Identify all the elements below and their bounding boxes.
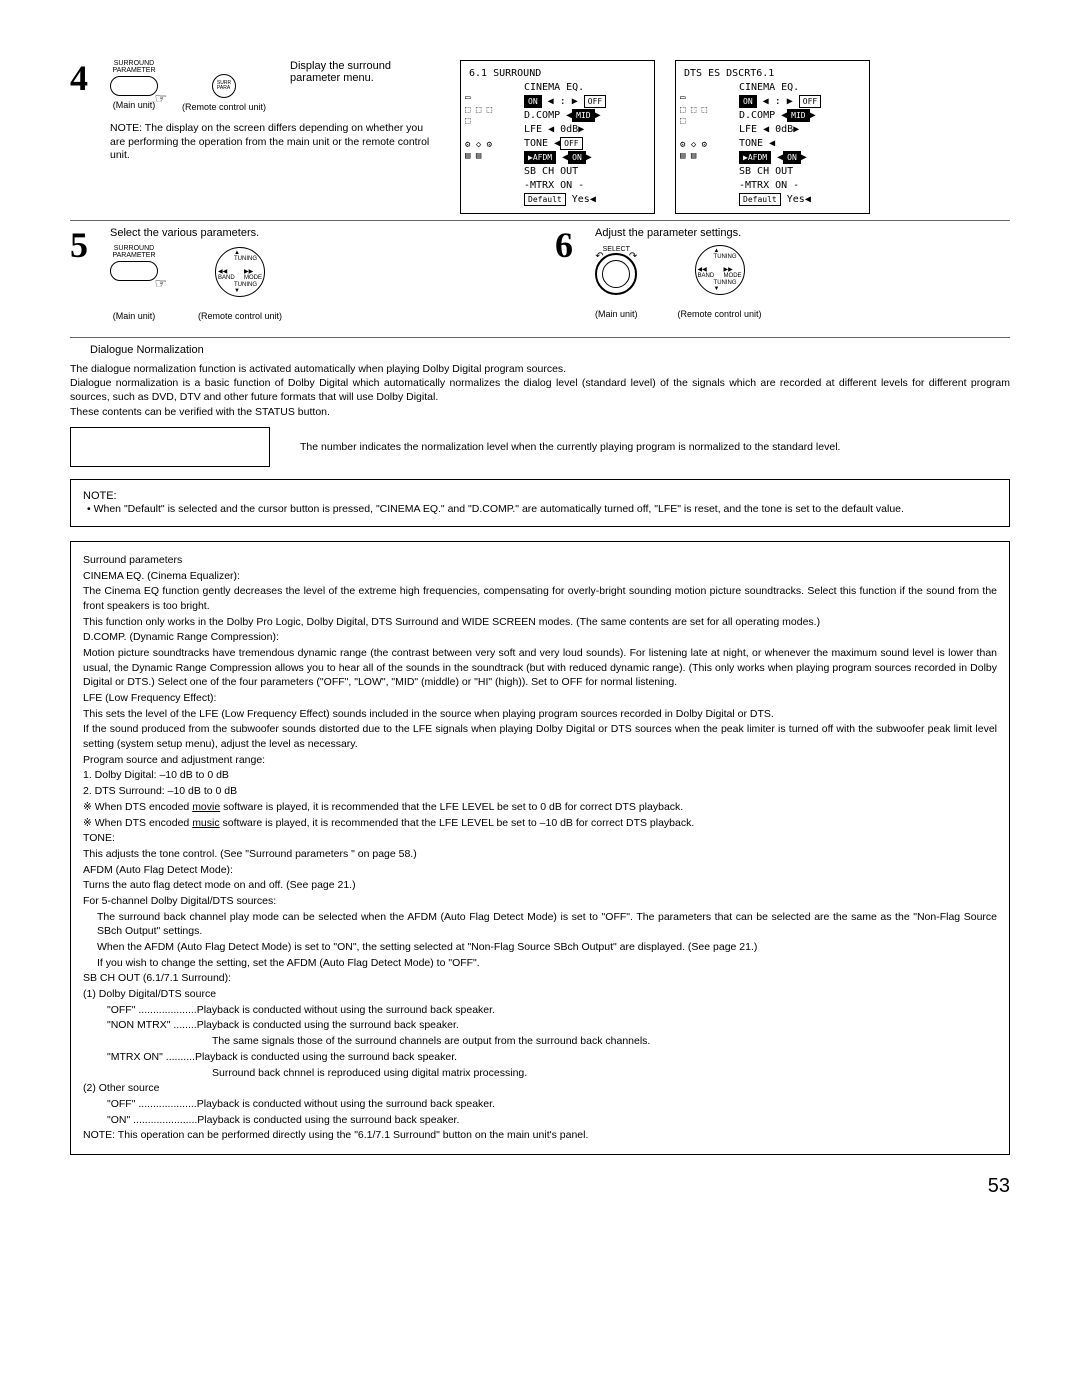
sb-non: "NON MTRX" ........Playback is conducted…: [107, 1018, 997, 1033]
step5-instruction: Select the various parameters.: [110, 227, 525, 239]
dialog-p3: These contents can be verified with the …: [70, 405, 1010, 419]
afdm-1: Turns the auto flag detect mode on and o…: [83, 878, 997, 893]
finger-icon: ☞: [154, 275, 167, 292]
cinema-2: This function only works in the Dolby Pr…: [83, 615, 997, 630]
dcomp-1: Motion picture soundtracks have tremendo…: [83, 646, 997, 690]
afdm-3: The surround back channel play mode can …: [83, 910, 997, 939]
tone-1: This adjusts the tone control. (See "Sur…: [83, 847, 997, 862]
step6-number: 6: [555, 227, 595, 263]
sb-1: (1) Dolby Digital/DTS source: [83, 987, 997, 1002]
step6-instruction: Adjust the parameter settings.: [595, 227, 1010, 239]
sb2-off: "OFF" ....................Playback is co…: [107, 1097, 997, 1112]
afdm-heading: AFDM (Auto Flag Detect Mode):: [83, 863, 997, 878]
dialog-p2: Dialogue normalization is a basic functi…: [70, 376, 1010, 404]
note-heading: NOTE:: [83, 490, 997, 502]
step5-6-row: 5 Select the various parameters. SURROUN…: [70, 227, 1010, 331]
step5-number: 5: [70, 227, 110, 263]
sb2-on: "ON" ......................Playback is c…: [107, 1113, 997, 1128]
afdm-4: When the AFDM (Auto Flag Detect Mode) is…: [83, 940, 997, 955]
main-unit-button-5: SURROUND PARAMETER ☞ (Main unit): [110, 245, 158, 321]
lfe-heading: LFE (Low Frequency Effect):: [83, 691, 997, 706]
remote-dpad-6: ▲TUNING TUNING▼ ◀◀BAND ▶▶MODE (Remote co…: [678, 245, 762, 319]
sb-mtrx2: Surround back chnnel is reproduced using…: [107, 1066, 997, 1081]
sb-note: NOTE: This operation can be performed di…: [83, 1128, 997, 1143]
cinema-heading: CINEMA EQ. (Cinema Equalizer):: [83, 569, 997, 584]
lcd-icons: ▭⬚ ⬚ ⬚⬚⚙ ◇ ⚙▤ ▤: [465, 93, 492, 163]
main-unit-dial-6: SELECT ↶ ↷ (Main unit): [595, 246, 638, 319]
dialogue-normalization-heading: Dialogue Normalization: [70, 344, 1010, 356]
sb-off: "OFF" ....................Playback is co…: [107, 1003, 997, 1018]
lfe-note2: ※ When DTS encoded music software is pla…: [83, 816, 997, 831]
note-text: • When "Default" is selected and the cur…: [83, 502, 997, 516]
step4-instruction: Display the surround parameter menu.: [290, 60, 400, 84]
dcomp-heading: D.COMP. (Dynamic Range Compression):: [83, 630, 997, 645]
lcd-icons: ▭⬚ ⬚ ⬚⬚⚙ ◇ ⚙▤ ▤: [680, 93, 707, 163]
lfe-1: This sets the level of the LFE (Low Freq…: [83, 707, 997, 722]
dialog-p1: The dialogue normalization function is a…: [70, 362, 1010, 376]
display-placeholder-box: [70, 427, 270, 467]
afdm-2: For 5-channel Dolby Digital/DTS sources:: [83, 894, 997, 909]
tone-heading: TONE:: [83, 831, 997, 846]
lfe-r1: 1. Dolby Digital: –10 dB to 0 dB: [83, 768, 997, 783]
note-box: NOTE: • When "Default" is selected and t…: [70, 479, 1010, 527]
step4-number: 4: [70, 60, 110, 96]
lfe-note1: ※ When DTS encoded movie software is pla…: [83, 800, 997, 815]
main-unit-button-4: SURROUND PARAMETER ☞ (Main unit): [110, 60, 158, 110]
remote-dpad-5: ▲TUNING TUNING▼ ◀◀BAND ▶▶MODE (Remote co…: [198, 247, 282, 321]
sb-non2: The same signals those of the surround c…: [107, 1034, 997, 1049]
sb-mtrx: "MTRX ON" ..........Playback is conducte…: [107, 1050, 997, 1065]
lcd-panel-2: DTS ES DSCRT6.1 ▭⬚ ⬚ ⬚⬚⚙ ◇ ⚙▤ ▤ CINEMA E…: [675, 60, 870, 214]
lfe-r2: 2. DTS Surround: –10 dB to 0 dB: [83, 784, 997, 799]
afdm-5: If you wish to change the setting, set t…: [83, 956, 997, 971]
params-heading: Surround parameters: [83, 553, 997, 568]
finger-icon: ☞: [154, 90, 167, 107]
lfe-range: Program source and adjustment range:: [83, 753, 997, 768]
remote-unit-button-4: SURRPARA (Remote control unit): [182, 60, 266, 112]
cinema-1: The Cinema EQ function gently decreases …: [83, 584, 997, 613]
dialog-p4: The number indicates the normalization l…: [300, 440, 1010, 454]
lfe-2: If the sound produced from the subwoofer…: [83, 722, 997, 751]
page-number: 53: [70, 1175, 1010, 1198]
sb-heading: SB CH OUT (6.1/7.1 Surround):: [83, 971, 997, 986]
step4-note: NOTE: The display on the screen differs …: [70, 122, 440, 163]
surround-parameters-section: Surround parameters CINEMA EQ. (Cinema E…: [70, 541, 1010, 1155]
lcd-panel-1: 6.1 SURROUND ▭⬚ ⬚ ⬚⬚⚙ ◇ ⚙▤ ▤ CINEMA EQ. …: [460, 60, 655, 214]
sb-2: (2) Other source: [83, 1081, 997, 1096]
step4-row: 4 SURROUND PARAMETER ☞ (Main unit) SURRP…: [70, 60, 1010, 214]
